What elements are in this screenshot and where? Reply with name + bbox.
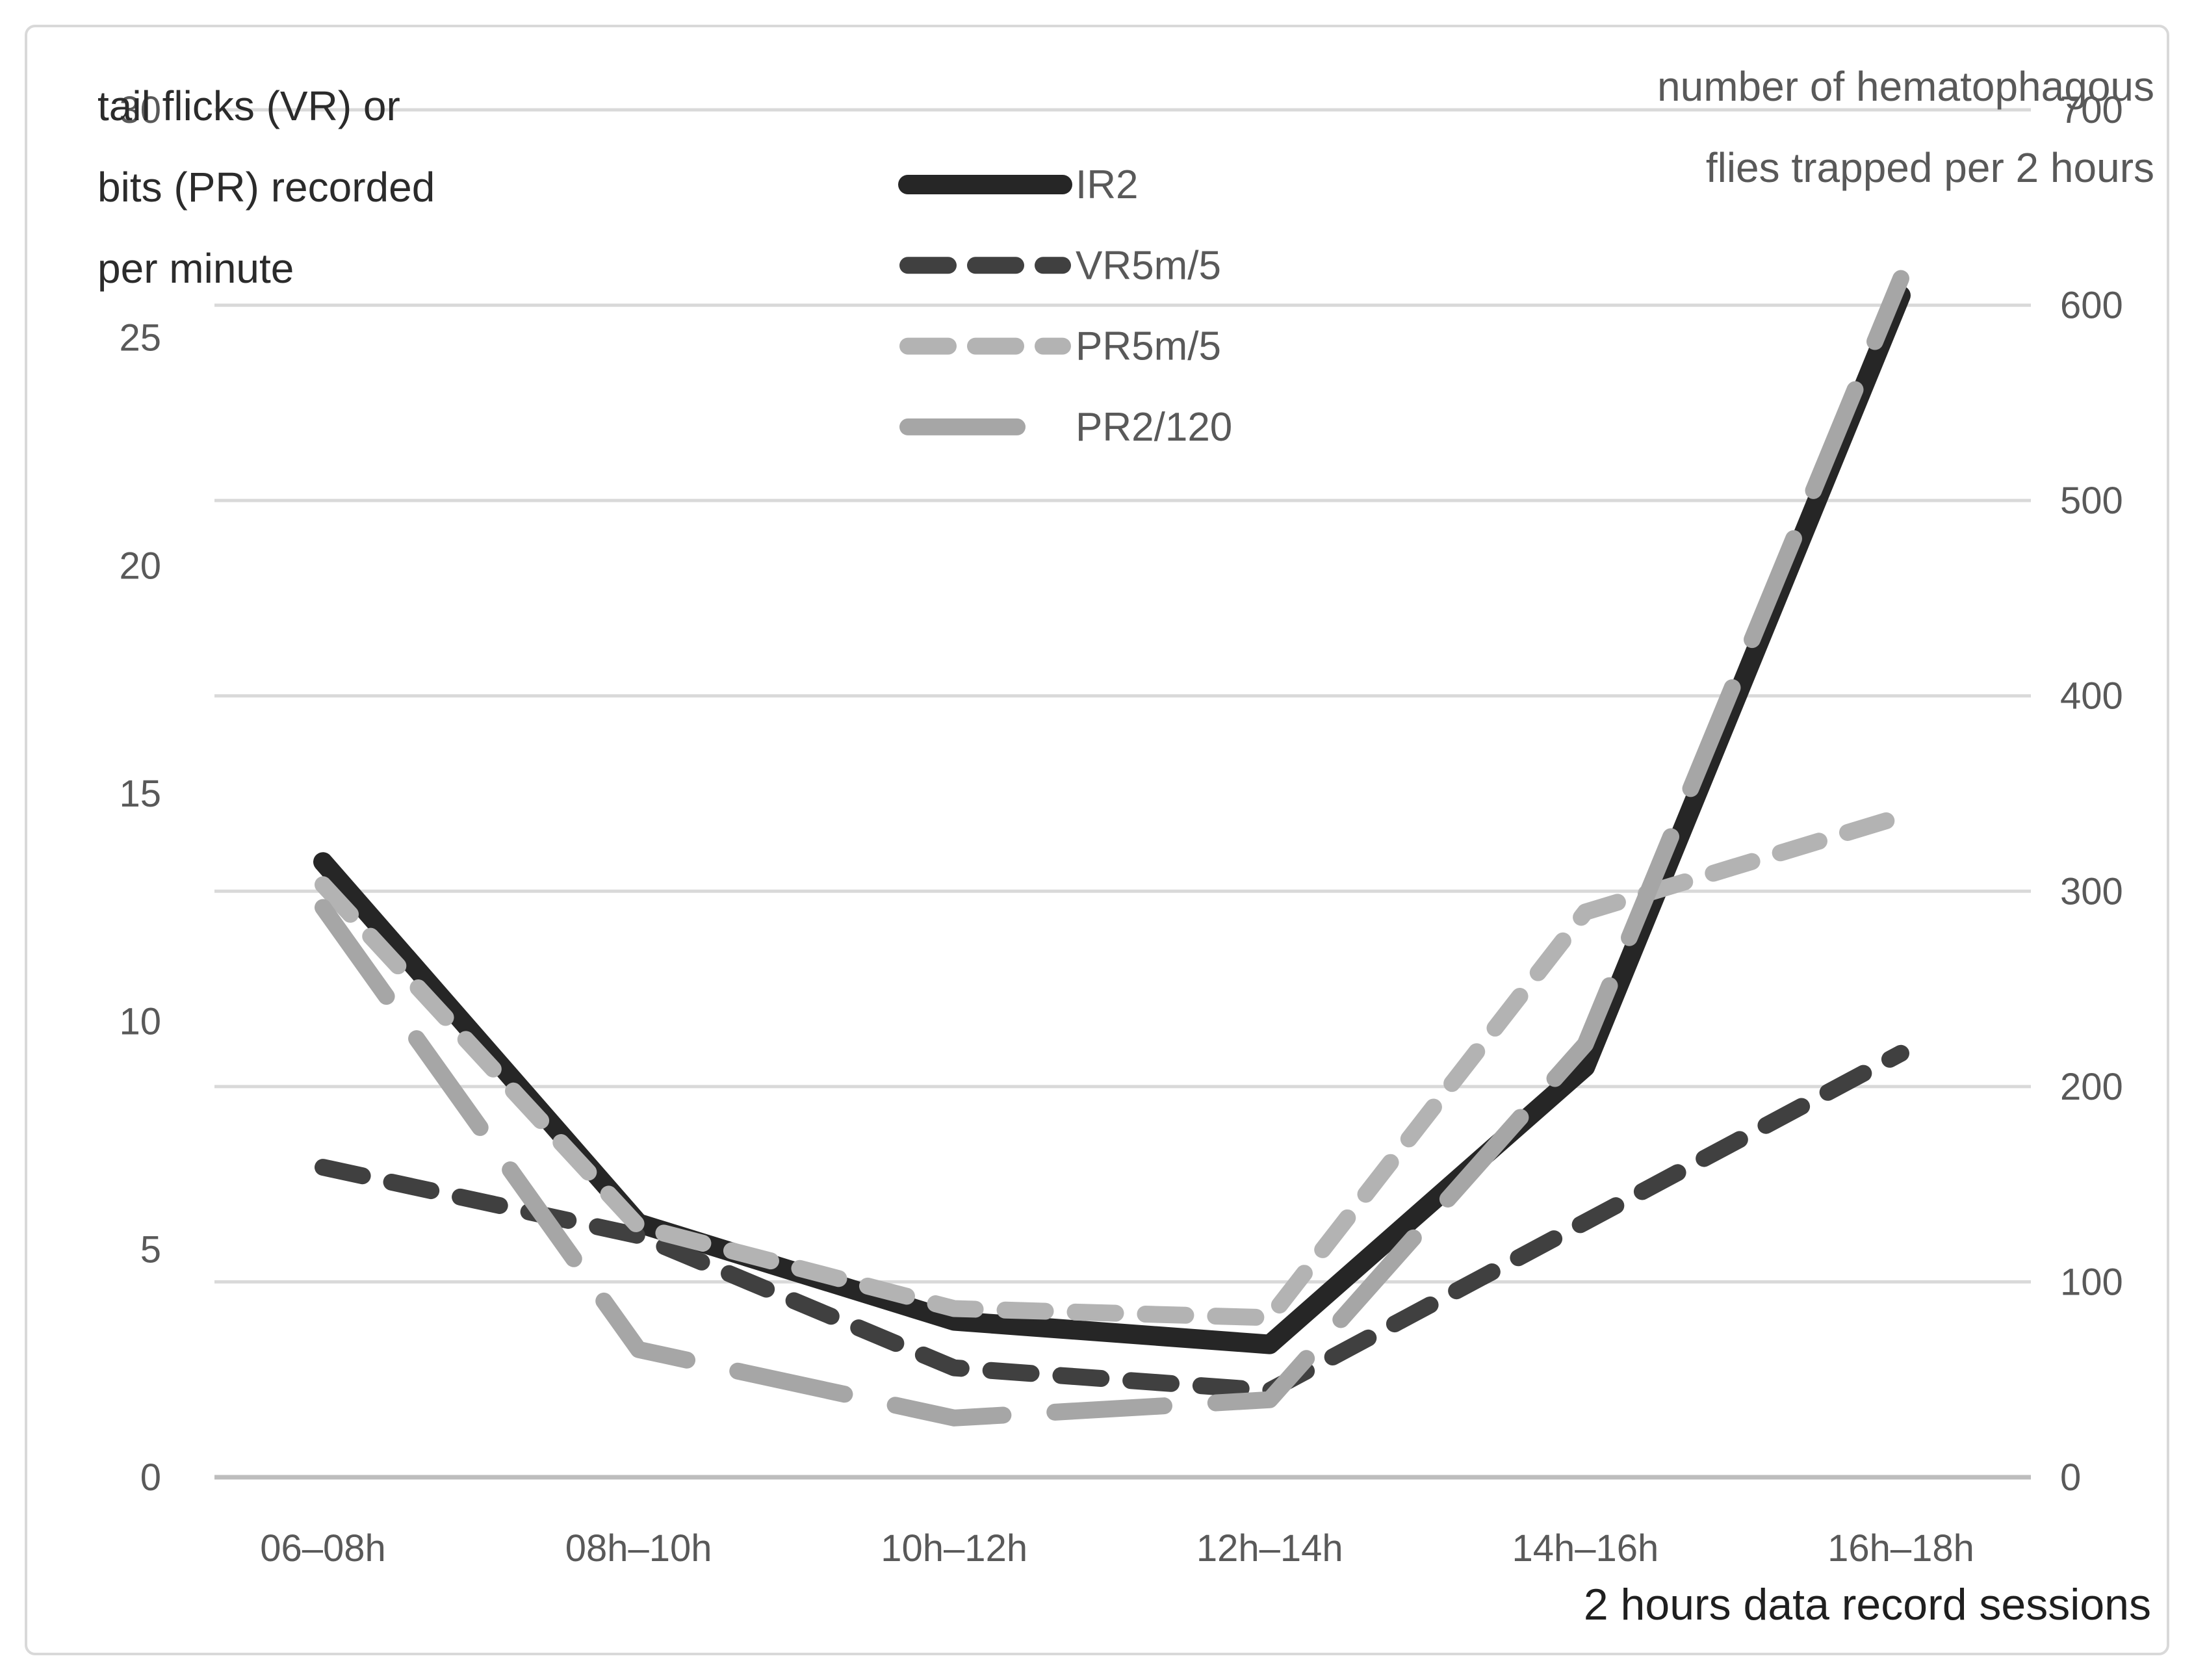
right-axis-tick-label: 400 — [2060, 675, 2123, 717]
right-axis-tick-label: 300 — [2060, 870, 2123, 912]
left-axis-tick-label: 15 — [119, 773, 161, 815]
left-axis-tick-label: 30 — [119, 89, 161, 131]
legend-label-vr5m5: VR5m/5 — [1076, 243, 1221, 288]
left-axis-annotation-line2: bits (PR) recorded — [97, 164, 435, 211]
series-line-vr5m5 — [315, 1044, 1909, 1399]
gridlines — [214, 108, 2031, 1480]
right-axis-annotation-line1: number of hematophagous — [1657, 63, 2154, 110]
legend-label-pr5m5: PR5m/5 — [1076, 324, 1221, 369]
left-axis-annotation-line1: tail flicks (VR) or — [97, 83, 400, 129]
left-axis-tick-label: 20 — [119, 545, 161, 587]
legend-label-ir2: IR2 — [1076, 162, 1138, 207]
right-axis-tick-label: 0 — [2060, 1456, 2081, 1499]
left-axis-tick-label: 10 — [119, 1001, 161, 1043]
left-axis-tick-labels: 30 25 20 15 10 5 0 — [119, 89, 161, 1499]
legend: IR2 VR5m/5 PR5m/5 PR2/120 — [898, 162, 1232, 450]
left-axis-tick-label: 0 — [140, 1456, 161, 1499]
x-axis-tick-label: 08h–10h — [565, 1527, 712, 1570]
right-axis-tick-labels: 700 600 500 400 300 200 100 0 — [2060, 89, 2123, 1499]
right-axis-tick-label: 100 — [2060, 1261, 2123, 1303]
x-axis-title: 2 hours data record sessions — [1584, 1580, 2151, 1629]
series-line-pr2120 — [315, 270, 1909, 1427]
legend-label-pr2120: PR2/120 — [1076, 405, 1232, 450]
right-axis-tick-label: 700 — [2060, 89, 2123, 131]
chart-border — [25, 25, 2169, 1655]
right-axis-annotation-line2: flies trapped per 2 hours — [1706, 144, 2154, 191]
x-axis-tick-label: 14h–16h — [1512, 1527, 1658, 1570]
right-axis-tick-label: 600 — [2060, 285, 2123, 327]
x-axis-tick-label: 16h–18h — [1827, 1527, 1974, 1570]
data-series — [313, 270, 1911, 1427]
x-axis-tick-label: 06–08h — [260, 1527, 386, 1570]
series-line-pr5m5 — [315, 808, 1909, 1326]
x-axis-tick-labels: 06–08h 08h–10h 10h–12h 12h–14h 14h–16h 16h–18… — [260, 1527, 1974, 1570]
x-axis-tick-label: 12h–14h — [1196, 1527, 1343, 1570]
x-axis-tick-label: 10h–12h — [881, 1527, 1027, 1570]
left-axis-tick-label: 5 — [140, 1228, 161, 1271]
left-axis-tick-label: 25 — [119, 317, 161, 359]
right-axis-tick-label: 500 — [2060, 480, 2123, 522]
left-axis-annotation-line3: per minute — [97, 245, 294, 292]
right-axis-tick-label: 200 — [2060, 1066, 2123, 1108]
